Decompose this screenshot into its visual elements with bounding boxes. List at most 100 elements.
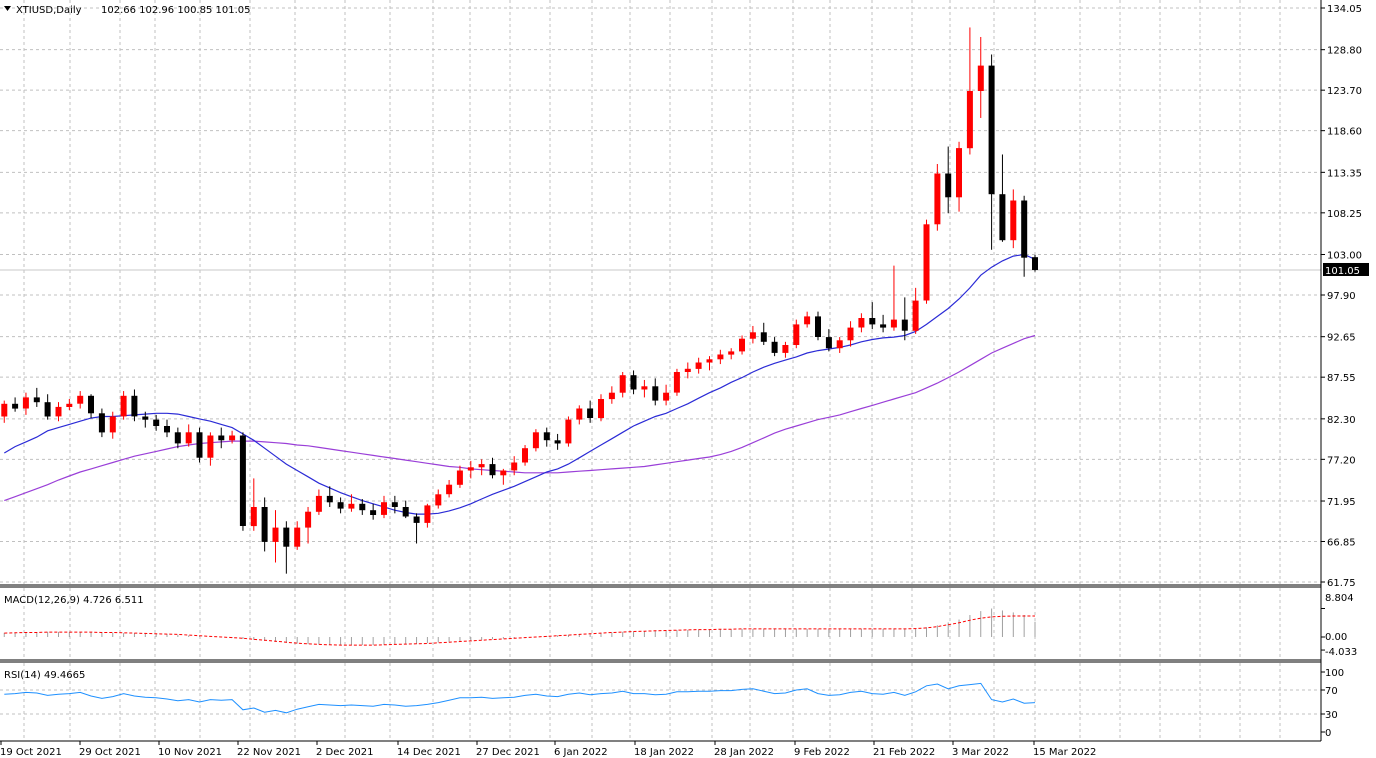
- price-tick-label: 103.00: [1327, 251, 1362, 262]
- candle-body: [55, 406, 62, 417]
- candle-body: [511, 462, 518, 471]
- current-price-label: 101.05: [1325, 266, 1360, 277]
- candle-body: [33, 397, 40, 403]
- candle-body: [912, 300, 919, 331]
- candle-body: [153, 419, 160, 426]
- ohlc-label: 102.66 102.96 100.85 101.05: [101, 5, 251, 16]
- candle-body: [977, 65, 984, 91]
- candle-body: [1, 403, 8, 417]
- price-tick-label: 66.85: [1327, 538, 1356, 549]
- price-tick-label: 134.05: [1327, 4, 1362, 15]
- candle-body: [66, 403, 73, 407]
- candle-body: [229, 435, 236, 441]
- candle-body: [239, 435, 246, 526]
- candle-body: [836, 340, 843, 349]
- candle-body: [402, 507, 409, 517]
- candle-body: [673, 372, 680, 393]
- candle-body: [44, 402, 51, 417]
- candle-body: [98, 413, 105, 433]
- candle-body: [359, 503, 366, 511]
- candle-body: [391, 502, 398, 507]
- rsi-label: RSI(14) 49.4665: [4, 670, 85, 681]
- time-tick-label: 6 Jan 2022: [554, 747, 608, 758]
- candle-body: [77, 395, 84, 404]
- dropdown-triangle-icon[interactable]: [4, 6, 11, 11]
- candle-body: [196, 432, 203, 458]
- candle-body: [782, 345, 789, 353]
- time-tick-label: 27 Dec 2021: [476, 747, 540, 758]
- candle-body: [1032, 257, 1038, 270]
- candle-body: [619, 375, 626, 393]
- grid: [0, 0, 1321, 740]
- candle-body: [652, 386, 659, 401]
- candle-body: [294, 527, 301, 547]
- candle-body: [847, 327, 854, 341]
- candle-body: [999, 194, 1006, 241]
- candle-body: [554, 440, 561, 444]
- candle-body: [478, 464, 485, 468]
- candle-body: [869, 318, 876, 325]
- candle-body: [728, 351, 735, 355]
- candle-body: [760, 332, 767, 342]
- time-tick-label: 14 Dec 2021: [397, 747, 461, 758]
- price-tick-label: 128.80: [1327, 46, 1362, 57]
- candle-body: [663, 392, 670, 401]
- candle-body: [988, 65, 995, 195]
- candle-body: [923, 224, 930, 301]
- ma-slow-line: [4, 334, 1036, 502]
- time-tick-label: 19 Oct 2021: [0, 747, 62, 758]
- price-tick-label: 82.30: [1327, 415, 1356, 426]
- time-tick-label: 15 Mar 2022: [1033, 747, 1096, 758]
- time-tick-label: 10 Nov 2021: [158, 747, 222, 758]
- macd-signal-line: [4, 615, 1035, 646]
- candle-body: [348, 503, 355, 509]
- symbol-label: XTIUSD,Daily: [16, 5, 82, 16]
- candle-body: [185, 432, 192, 444]
- candle-body: [305, 511, 312, 528]
- candle-body: [598, 399, 604, 419]
- candle-body: [1010, 200, 1017, 241]
- price-tick-label: 97.90: [1327, 291, 1356, 302]
- candle-body: [576, 408, 583, 420]
- candle-body: [858, 318, 865, 328]
- candle-body: [815, 316, 821, 337]
- candle-body: [315, 495, 322, 512]
- candle-body: [250, 507, 257, 527]
- candle-body: [945, 173, 952, 198]
- current-price-badge: [1323, 262, 1369, 276]
- candle-body: [771, 341, 778, 353]
- candle-body: [587, 408, 594, 418]
- price-tick-label: 77.20: [1327, 455, 1356, 466]
- candle-body: [630, 375, 637, 390]
- macd-tick-label: 0.00: [1325, 632, 1347, 643]
- rsi-tick-label: 30: [1325, 710, 1338, 721]
- candle-body: [370, 510, 377, 515]
- time-tick-label: 28 Jan 2022: [714, 747, 774, 758]
- candle-body: [272, 527, 279, 542]
- candle-body: [1021, 200, 1028, 258]
- macd-label: MACD(12,26,9) 4.726 6.511: [4, 595, 144, 606]
- price-tick-label: 61.75: [1327, 578, 1356, 589]
- candle-body: [446, 484, 453, 495]
- candle-body: [283, 527, 290, 547]
- moving-averages: [3, 253, 1036, 515]
- candle-body: [174, 432, 181, 444]
- candle-body: [131, 395, 138, 417]
- candle-body: [413, 516, 420, 523]
- candle-body: [22, 397, 29, 409]
- candle-body: [543, 432, 550, 441]
- price-tick-label: 118.60: [1327, 127, 1362, 138]
- rsi-tick-label: 0: [1325, 728, 1331, 739]
- candle-body: [684, 368, 691, 372]
- candle-body: [956, 148, 962, 198]
- candle-body: [164, 426, 170, 433]
- candle-body: [608, 392, 615, 400]
- candle-body: [804, 316, 811, 325]
- candle-body: [695, 362, 702, 369]
- candle-body: [424, 505, 431, 523]
- macd-tick-label: 8.804: [1325, 593, 1354, 604]
- candle-body: [218, 435, 225, 441]
- candle-body: [109, 416, 116, 433]
